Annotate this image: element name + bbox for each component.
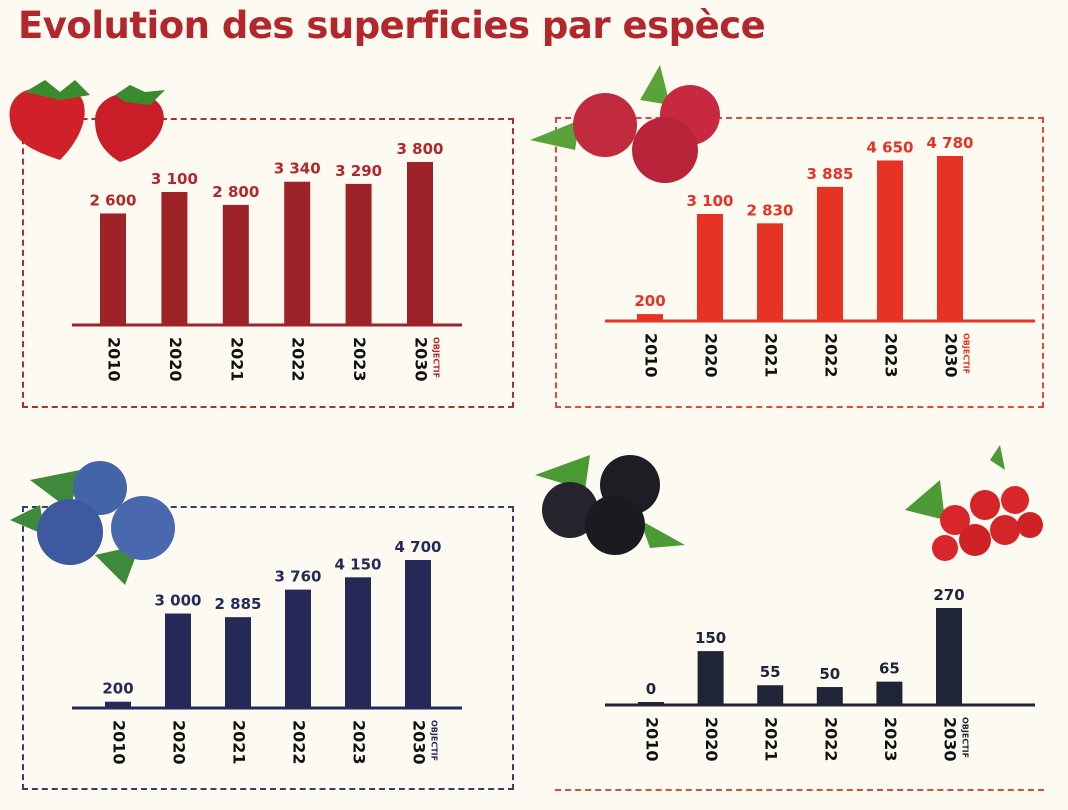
bar [697,213,723,321]
x-tick-label: 2022 [822,333,841,378]
value-label: 55 [760,663,781,681]
bar [225,617,251,708]
bar [816,687,843,705]
value-label: 3 885 [807,165,854,183]
chart-box-raspberry [555,117,1044,408]
bar [285,589,311,708]
page-title: Evolution des superficies par espèce [18,4,766,47]
x-tick-label: 2030 [412,337,431,382]
x-tick-label: 2023 [882,333,901,378]
bar [877,160,903,321]
bar [407,162,433,325]
bar [345,577,371,708]
x-tick-label: 2030 [410,720,429,765]
bar [936,608,962,705]
blackberry-icon [535,455,685,555]
value-label: 2 830 [747,201,794,219]
bar [284,181,311,325]
bar [405,560,431,708]
value-label: 2 600 [90,191,137,209]
x-tick-label: 2021 [762,717,781,762]
value-label: 3 290 [335,162,382,180]
x-tick-label: 2023 [881,717,900,762]
value-label: 2 885 [215,595,262,613]
raspberry-icon [530,65,720,183]
bar [697,651,724,705]
objectif-annotation: OBJECTIF [962,333,971,374]
x-tick-label: 2022 [821,717,840,762]
x-tick-label: 2022 [290,720,309,765]
value-label: 4 650 [867,138,914,156]
x-tick-label: 2020 [702,717,721,762]
x-tick-label: 2021 [227,337,246,382]
bar [638,702,664,705]
objectif-annotation: OBJECTIF [961,717,970,758]
bar [876,681,903,705]
x-tick-label: 2022 [289,337,308,382]
x-tick-label: 2010 [105,337,124,382]
x-tick-label: 2020 [702,333,721,378]
bar [757,223,783,321]
x-tick-label: 2030 [942,333,961,378]
blueberry-icon [10,461,175,585]
value-label: 4 150 [335,555,382,573]
redcurrant-icon [905,445,1043,561]
x-tick-label: 2010 [643,717,662,762]
value-label: 65 [879,660,900,678]
x-tick-label: 2020 [170,720,189,765]
value-label: 270 [933,586,964,604]
x-tick-label: 2021 [230,720,249,765]
objectif-annotation: OBJECTIF [432,337,441,378]
value-label: 3 100 [151,170,198,188]
bar [100,213,126,325]
bar [222,204,249,325]
x-tick-label: 2030 [941,717,960,762]
value-label: 200 [634,292,665,310]
x-tick-label: 2023 [350,720,369,765]
bar [757,685,784,705]
x-tick-label: 2023 [350,337,369,382]
value-label: 50 [819,665,840,683]
objectif-annotation: OBJECTIF [430,720,439,761]
value-label: 3 000 [155,592,202,610]
value-label: 2 800 [212,183,259,201]
bar [637,314,663,321]
bar [165,613,191,708]
chart-box-blueberry [22,506,514,790]
value-label: 3 100 [687,192,734,210]
value-label: 4 780 [927,134,974,152]
x-tick-label: 2010 [642,333,661,378]
bar [937,156,963,321]
bar [345,183,372,325]
x-tick-label: 2010 [110,720,129,765]
value-label: 3 760 [275,568,322,586]
value-label: 150 [695,629,726,647]
chart-box-strawberry [22,118,514,408]
bar [161,192,188,325]
chart-box-blackberry [555,789,1044,791]
value-label: 200 [102,680,133,698]
strawberry-icon [9,80,165,162]
value-label: 4 700 [395,538,442,556]
x-tick-label: 2020 [166,337,185,382]
bar [105,701,131,708]
value-label: 3 340 [274,160,321,178]
value-label: 3 800 [397,140,444,158]
x-tick-label: 2021 [762,333,781,378]
value-label: 0 [646,680,656,698]
bar [817,186,843,321]
